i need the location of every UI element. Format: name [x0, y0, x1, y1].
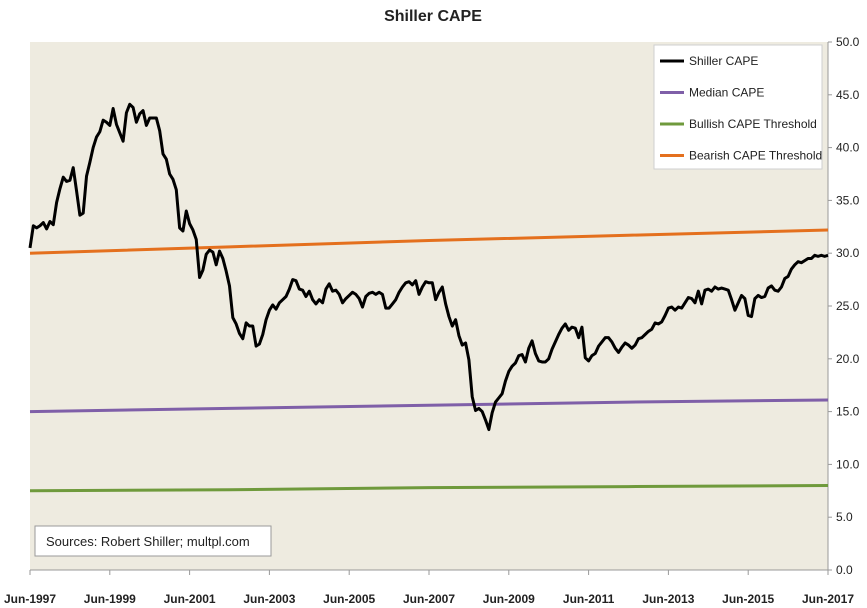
legend-box: [653, 44, 823, 170]
x-tick-label: Jun-2015: [722, 592, 774, 606]
source-text: Sources: Robert Shiller; multpl.com: [46, 534, 250, 549]
y-tick-label: 5.0: [836, 510, 853, 524]
x-tick-label: Jun-2001: [164, 592, 216, 606]
x-tick-label: Jun-2013: [642, 592, 694, 606]
series-line-shiller-cape: [28, 102, 829, 432]
series-line-bearish-cape-threshold: [29, 228, 829, 255]
x-tick-label: Jun-2017: [802, 592, 854, 606]
y-tick-label: 0.0: [836, 563, 853, 577]
source-note: Sources: Robert Shiller; multpl.com: [34, 525, 272, 557]
x-tick-label: Jun-1999: [84, 592, 136, 606]
y-tick-label: 45.0: [836, 88, 860, 102]
x-tick-label: Jun-2011: [563, 592, 615, 606]
x-tick-label: Jun-2007: [403, 592, 455, 606]
y-tick-label: 15.0: [836, 405, 860, 419]
y-tick-label: 35.0: [836, 193, 860, 207]
y-tick-label: 25.0: [836, 299, 860, 313]
source-box: [34, 525, 272, 557]
chart-title: Shiller CAPE: [384, 8, 482, 25]
x-tick-label: Jun-1997: [4, 592, 56, 606]
y-tick-label: 30.0: [836, 246, 860, 260]
y-tick-label: 10.0: [836, 457, 860, 471]
y-tick-label: 50.0: [836, 35, 860, 49]
x-tick-label: Jun-2009: [483, 592, 535, 606]
y-tick-label: 40.0: [836, 141, 860, 155]
x-tick-label: Jun-2003: [243, 592, 295, 606]
legend-label-bullish-cape-threshold: Bullish CAPE Threshold: [689, 117, 817, 131]
x-tick-label: Jun-2005: [323, 592, 375, 606]
legend-label-bearish-cape-threshold: Bearish CAPE Threshold: [689, 149, 822, 163]
legend: Shiller CAPE Median CAPE Bullish CAPE Thre…: [653, 44, 823, 170]
series-line-median-cape: [29, 398, 829, 414]
series-layer: [28, 102, 829, 493]
legend-label-median-cape: Median CAPE: [689, 86, 764, 100]
series-line-bullish-cape-threshold: [29, 484, 829, 493]
legend-label-shiller-cape: Shiller CAPE: [689, 54, 758, 68]
axes: 0.0 5.0 10.0 15.0 20.0 25.0 30.0 35.0 40.0 45.0 50…: [4, 35, 860, 606]
y-tick-label: 20.0: [836, 352, 860, 366]
